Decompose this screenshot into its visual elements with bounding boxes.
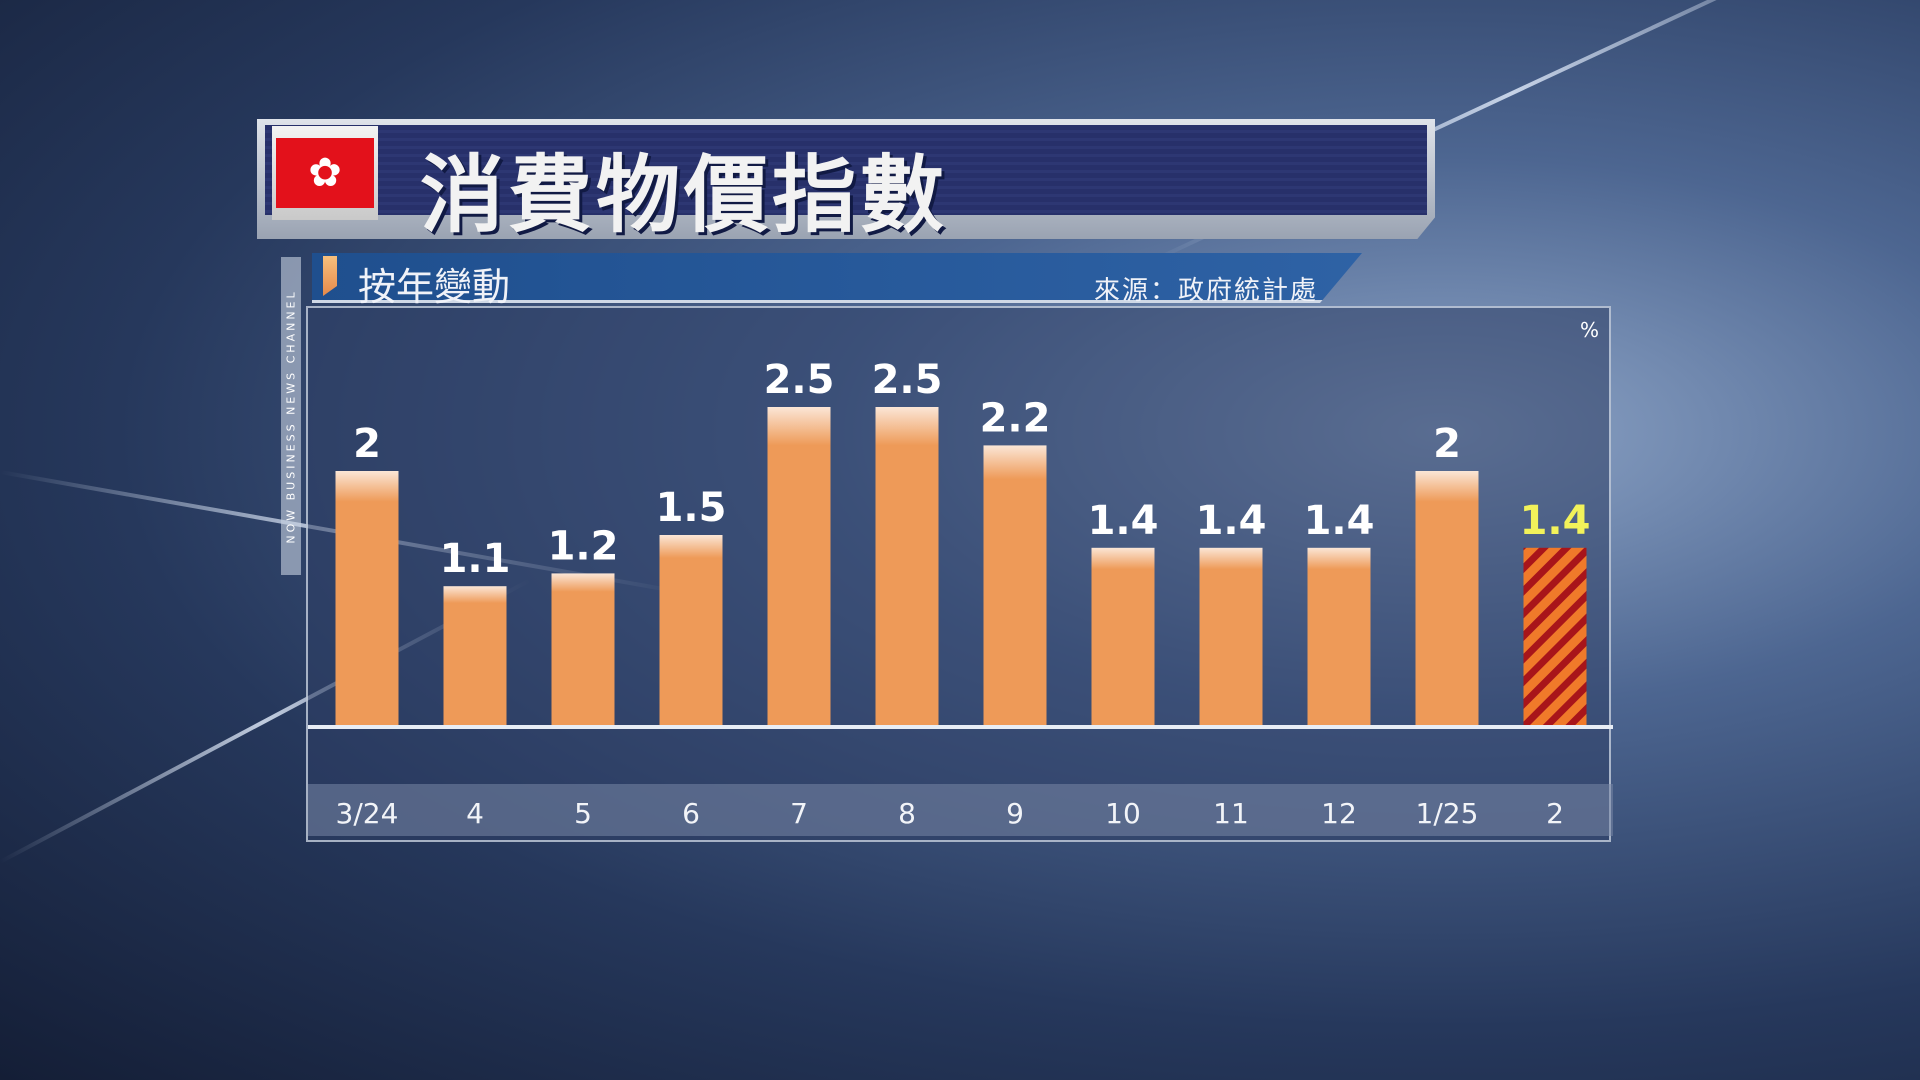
x-tick-label: 3/24 [336,797,399,830]
source-label: 來源：政府統計處 [1094,276,1319,306]
data-label: 2 [353,421,381,467]
data-label: 1.4 [1196,498,1267,544]
x-tick-label: 10 [1105,797,1141,830]
bar [551,573,615,727]
x-tick-label: 8 [898,797,916,830]
unit-label: % [1580,318,1600,342]
data-label: 1.5 [656,485,727,531]
baseline [308,725,1613,729]
bar-chart: 2 3/24 1.1 4 1.2 5 1.5 6 2.5 7 2.5 8 2.2 9 1.4 10 1.4 11 1… [308,357,1613,836]
data-label: 1.2 [548,523,619,569]
x-tick-label: 2 [1546,797,1564,830]
bar [1091,547,1155,727]
bar [443,586,507,727]
subtitle-bar [312,253,1362,303]
data-label: 2.2 [980,395,1051,441]
bar [875,407,939,727]
subtitle-marker-icon [323,256,337,296]
data-label: 2 [1433,421,1461,467]
x-tick-label: 1/25 [1416,797,1479,830]
x-tick-label: 5 [574,797,592,830]
bar [983,445,1047,727]
bar [335,471,399,727]
data-label: 2.5 [872,357,943,403]
title-banner [257,119,1435,239]
x-tick-label: 7 [790,797,808,830]
data-label: 2.5 [764,357,835,403]
chart-subtitle: 按年變動 [358,265,511,309]
bar [767,407,831,727]
bar [659,535,723,727]
x-tick-label: 9 [1006,797,1024,830]
x-tick-label: 4 [466,797,484,830]
bar [1199,547,1263,727]
channel-watermark: NOW BUSINESS NEWS CHANNEL [281,257,301,575]
x-axis-band [308,784,1613,836]
bar-highlighted [1523,547,1587,727]
channel-watermark-text: NOW BUSINESS NEWS CHANNEL [284,288,298,544]
data-label: 1.4 [1520,498,1591,544]
data-label: 1.1 [440,536,511,582]
bar [1415,471,1479,727]
x-tick-label: 6 [682,797,700,830]
x-tick-label: 11 [1213,797,1249,830]
page-title: 消費物價指數 [420,146,949,244]
data-label: 1.4 [1088,498,1159,544]
bar [1307,547,1371,727]
data-label: 1.4 [1304,498,1375,544]
x-tick-label: 12 [1321,797,1357,830]
chart-panel: 2 3/24 1.1 4 1.2 5 1.5 6 2.5 7 2.5 8 2.2 9 1.4 10 1.4 11 1… [306,306,1613,842]
hong-kong-flag-icon: ✿ [272,126,378,220]
